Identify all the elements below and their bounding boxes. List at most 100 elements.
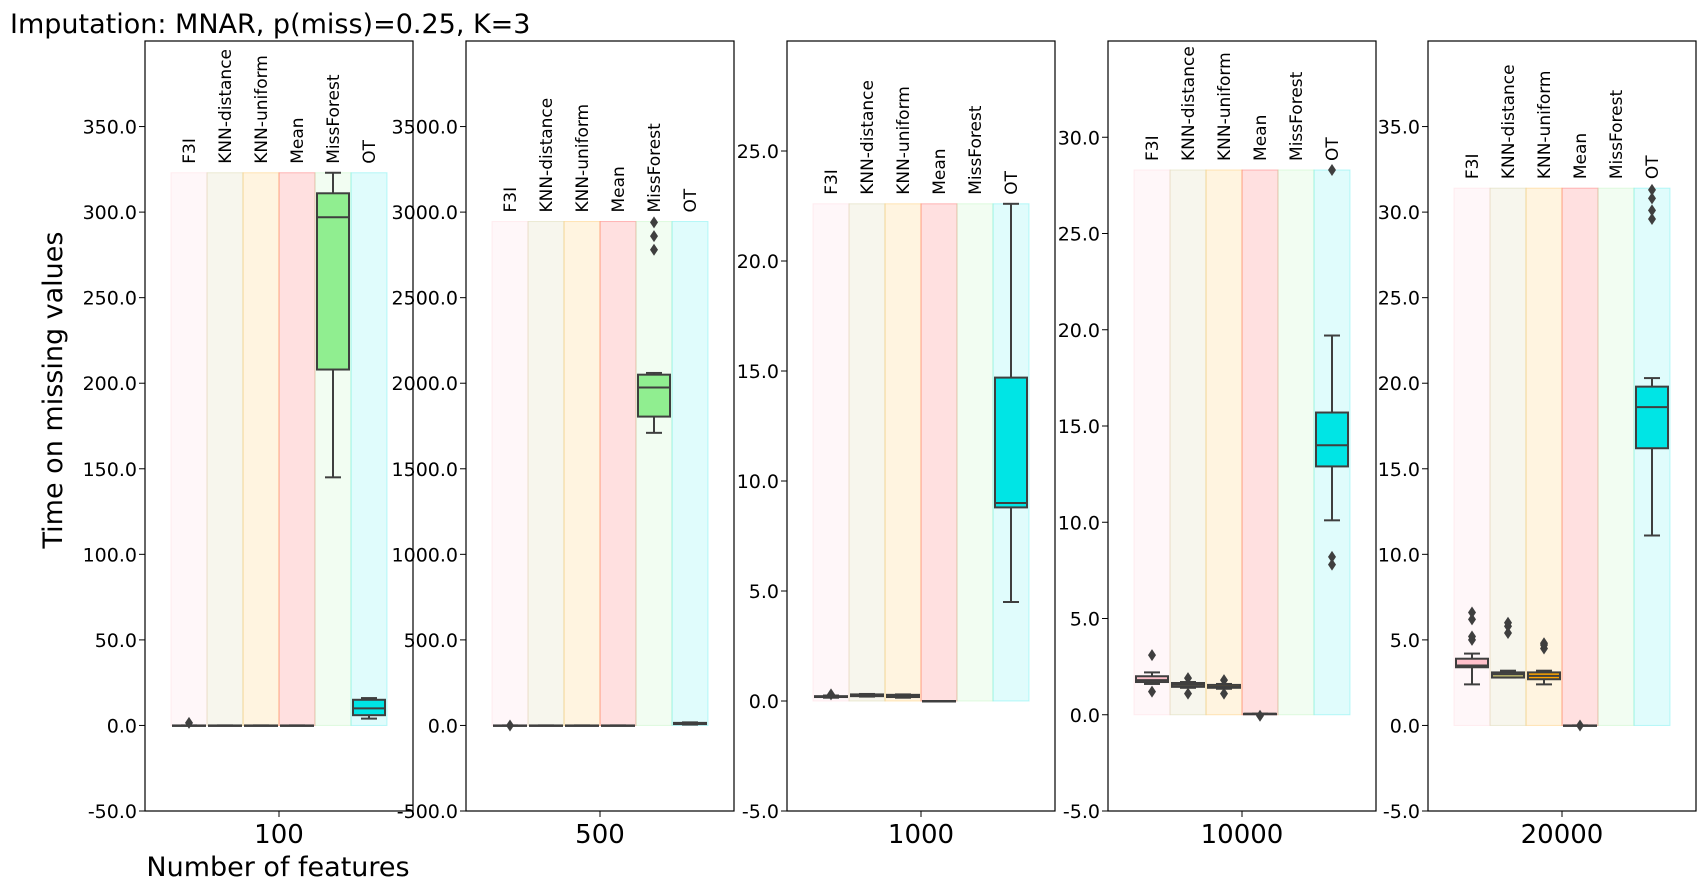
box-knn-uniform bbox=[565, 724, 599, 727]
iqr-box bbox=[637, 373, 671, 418]
y-tick-label: -5.0 bbox=[742, 801, 779, 823]
outlier-point bbox=[1648, 183, 1656, 196]
band-missforest bbox=[1597, 187, 1635, 726]
y-tick-label: 10.0 bbox=[1058, 512, 1100, 534]
y-tick-label: 50.0 bbox=[95, 630, 137, 652]
box-missforest bbox=[316, 171, 350, 479]
band-mean bbox=[920, 203, 958, 702]
box-mean bbox=[280, 724, 314, 727]
panel-20000: -5.0 0.0 5.0 10.0 15.0 20.0 25.0 30.0 35.0 F3I KNN… bbox=[1378, 40, 1697, 850]
outlier-point bbox=[1328, 163, 1336, 176]
method-label-missforest: MissForest bbox=[645, 123, 665, 213]
outlier-point bbox=[1148, 685, 1156, 698]
band-knn-uniform bbox=[242, 172, 280, 726]
band-knn-uniform bbox=[1525, 187, 1563, 726]
y-tick-label: -5.0 bbox=[1383, 801, 1420, 823]
method-label-knn-distance: KNN-distance bbox=[1499, 64, 1519, 179]
y-tick-label: -500.0 bbox=[397, 801, 458, 823]
outlier-point bbox=[827, 688, 835, 701]
method-label-knn-distance: KNN-distance bbox=[216, 49, 236, 164]
box-f3i bbox=[493, 719, 527, 732]
band-knn-distance bbox=[1489, 187, 1527, 726]
method-label-knn-distance: KNN-distance bbox=[858, 80, 878, 195]
y-tick-label: 150.0 bbox=[83, 459, 137, 481]
outlier-point bbox=[1504, 616, 1512, 629]
y-tick-label: 1000.0 bbox=[392, 544, 458, 566]
y-tick-label: 250.0 bbox=[83, 288, 137, 310]
method-label-missforest: MissForest bbox=[1607, 90, 1627, 180]
y-tick-label: -50.0 bbox=[88, 801, 137, 823]
outlier-point bbox=[1540, 637, 1548, 650]
y-tick-label: 20.0 bbox=[1058, 320, 1100, 342]
band-missforest bbox=[956, 203, 994, 702]
outlier-point bbox=[650, 230, 658, 243]
box-ot bbox=[1635, 183, 1669, 537]
band-f3i bbox=[170, 172, 208, 726]
box-knn-uniform bbox=[244, 724, 278, 727]
method-label-mean: Mean bbox=[288, 117, 308, 163]
box-mean bbox=[922, 700, 956, 703]
band-mean bbox=[278, 172, 316, 726]
method-label-knn-uniform: KNN-uniform bbox=[1535, 71, 1555, 180]
y-tick-label: 0.0 bbox=[107, 715, 137, 737]
y-tick-label: 0.0 bbox=[1070, 705, 1100, 727]
figure-title: Imputation: MNAR, p(miss)=0.25, K=3 bbox=[10, 9, 531, 40]
method-label-f3i: F3I bbox=[501, 187, 521, 213]
band-ot bbox=[350, 172, 388, 726]
box-knn-distance bbox=[1171, 672, 1205, 700]
y-tick-label: 5.0 bbox=[749, 581, 779, 603]
outlier-point bbox=[1328, 550, 1336, 563]
y-tick-label: 350.0 bbox=[83, 117, 137, 139]
method-label-ot: OT bbox=[1643, 155, 1663, 179]
y-tick-label: 0.0 bbox=[749, 691, 779, 713]
box-knn-distance bbox=[208, 724, 242, 727]
band-missforest bbox=[1277, 169, 1315, 716]
iqr-box bbox=[1455, 657, 1489, 669]
method-label-knn-uniform: KNN-uniform bbox=[573, 104, 593, 213]
outlier-point bbox=[1504, 627, 1512, 640]
y-tick-label: 30.0 bbox=[1058, 127, 1100, 149]
y-tick-label: 0.0 bbox=[1390, 715, 1420, 737]
box-knn-distance bbox=[1491, 616, 1525, 679]
box-knn-uniform bbox=[1207, 674, 1241, 700]
y-tick-label: 15.0 bbox=[737, 361, 779, 383]
method-label-knn-uniform: KNN-uniform bbox=[894, 86, 914, 195]
band-f3i bbox=[1133, 169, 1171, 716]
outlier-point bbox=[1184, 687, 1192, 700]
y-tick-label: 25.0 bbox=[737, 141, 779, 163]
panel-100: -50.0 0.0 50.0 100.0 150.0 200.0 250.0 300.0 350… bbox=[83, 40, 414, 850]
y-tick-label: 20.0 bbox=[1378, 373, 1420, 395]
y-tick-label: 20.0 bbox=[737, 251, 779, 273]
outlier-point bbox=[1468, 630, 1476, 643]
method-label-mean: Mean bbox=[609, 166, 629, 212]
outlier-point bbox=[1648, 204, 1656, 217]
outlier-point bbox=[1648, 192, 1656, 205]
band-missforest bbox=[635, 221, 673, 726]
iqr-box bbox=[316, 192, 350, 371]
y-tick-label: 100.0 bbox=[83, 544, 137, 566]
outlier-point bbox=[1468, 613, 1476, 626]
band-knn-uniform bbox=[884, 203, 922, 702]
y-tick-label: 35.0 bbox=[1378, 117, 1420, 139]
outlier-point bbox=[1328, 558, 1336, 571]
method-label-knn-distance: KNN-distance bbox=[1179, 46, 1199, 161]
y-tick-label: 5.0 bbox=[1390, 630, 1420, 652]
y-tick-label: 300.0 bbox=[83, 202, 137, 224]
band-knn-uniform bbox=[563, 221, 601, 726]
outlier-point bbox=[1256, 709, 1264, 722]
method-label-missforest: MissForest bbox=[324, 74, 344, 164]
outlier-point bbox=[650, 243, 658, 256]
method-label-missforest: MissForest bbox=[1287, 71, 1307, 161]
x-category-label: 500 bbox=[575, 820, 625, 850]
method-label-knn-distance: KNN-distance bbox=[537, 98, 557, 213]
y-tick-label: 200.0 bbox=[83, 373, 137, 395]
box-knn-distance bbox=[850, 692, 884, 698]
y-tick-label: 15.0 bbox=[1058, 416, 1100, 438]
method-label-knn-uniform: KNN-uniform bbox=[252, 55, 272, 164]
outlier-point bbox=[1468, 606, 1476, 619]
method-label-f3i: F3I bbox=[1463, 154, 1483, 180]
y-tick-label: -5.0 bbox=[1063, 801, 1100, 823]
method-label-f3i: F3I bbox=[1143, 135, 1163, 161]
band-mean bbox=[1241, 169, 1279, 716]
